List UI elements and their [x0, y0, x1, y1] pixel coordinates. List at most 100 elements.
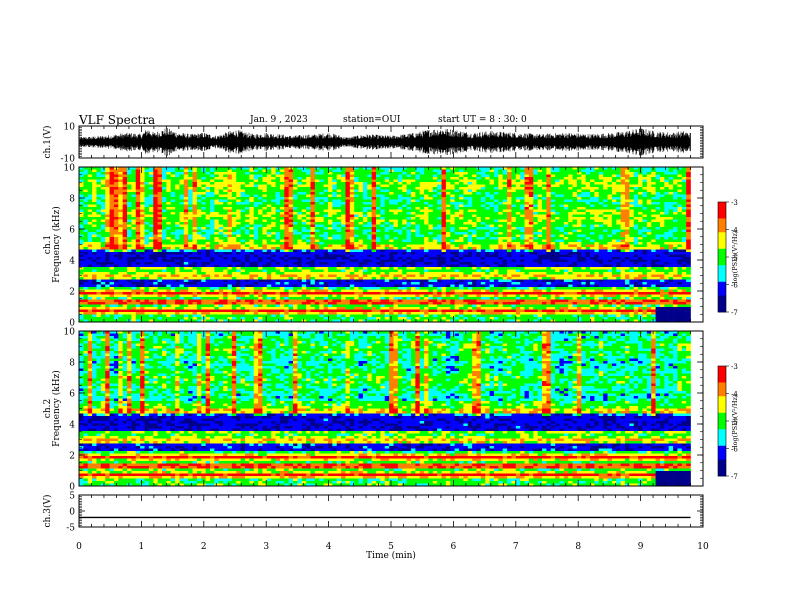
spectrogram-cell [153, 167, 158, 170]
spectrogram-cell [611, 249, 617, 253]
spectrogram-cell [179, 167, 185, 170]
spectrogram-cell [349, 229, 355, 233]
spectrogram-cell [175, 232, 180, 235]
spectrogram-cell [555, 249, 560, 253]
spectrogram-cell [428, 169, 434, 173]
spectrogram-cell [87, 249, 93, 253]
spectrogram-cell [371, 194, 377, 198]
spectrogram-cell [480, 239, 486, 243]
spectrogram-cell [371, 242, 377, 245]
spectrogram-cell [144, 169, 150, 173]
spectrogram-cell [677, 242, 683, 245]
spectrogram-cell [131, 214, 137, 218]
spectrogram-cell [655, 224, 661, 228]
spectrogram-cell [633, 194, 639, 198]
spectrogram-cell [472, 202, 477, 205]
spectrogram-cell [424, 192, 429, 195]
spectrogram-cell [655, 229, 661, 233]
spectrogram-cell [520, 212, 525, 215]
spectrogram-cell [594, 207, 600, 210]
spectrogram-cell [559, 189, 565, 193]
spectrogram-cell [244, 172, 250, 175]
spectrogram-cell [576, 202, 582, 205]
spectrogram-cell [293, 239, 298, 243]
spectrogram-cell [415, 184, 421, 188]
spectrogram-cell [231, 222, 237, 225]
spectrogram-cell [489, 182, 495, 185]
spectrogram-cell [528, 172, 534, 175]
spectrogram-cell [288, 202, 294, 205]
spectrogram-cell [555, 192, 560, 195]
spectrogram-cell [489, 239, 495, 243]
spectrogram-cell [629, 237, 635, 240]
spectrogram-cell [367, 219, 372, 223]
spectrogram-cell [244, 187, 250, 190]
spectrogram-cell [170, 209, 176, 213]
spectrogram-cell [227, 194, 233, 198]
spectrogram-cell [677, 177, 683, 180]
spectrogram-cell [480, 207, 486, 210]
spectrogram-cell [148, 207, 154, 210]
spectrogram-cell [253, 182, 259, 185]
spectrogram-cell [240, 242, 246, 245]
spectrogram-cell [520, 202, 525, 205]
spectrogram-cell [153, 199, 158, 203]
spectrogram-cell [498, 187, 503, 190]
spectrogram-cell [485, 197, 490, 200]
spectrogram-cell [301, 227, 307, 230]
spectrogram-cell [406, 227, 412, 230]
spectrogram-cell [463, 169, 469, 173]
spectrogram-cell [153, 219, 158, 223]
spectrogram-cell [306, 207, 311, 210]
spectrogram-cell [201, 189, 206, 193]
spectrogram-cell [192, 202, 198, 205]
spectrogram-cell [131, 189, 137, 193]
spectrogram-cell [297, 219, 303, 223]
spectrogram-cell [432, 167, 438, 170]
spectrogram-cell [555, 227, 560, 230]
spectrogram-cell [467, 207, 473, 210]
spectrogram-cell [668, 237, 674, 240]
spectrogram-cell [240, 177, 246, 180]
spectrogram-cell [175, 177, 180, 180]
spectrogram-cell [410, 197, 416, 200]
spectrogram-cell [598, 194, 604, 198]
spectrogram-cell [646, 189, 652, 193]
spectrogram-cell [96, 229, 102, 233]
spectrogram-cell [472, 182, 477, 185]
spectrogram-cell [480, 212, 486, 215]
spectrogram-cell [227, 209, 233, 213]
spectrogram-cell [336, 242, 342, 245]
spectrogram-cell [310, 232, 316, 235]
spectrogram-cell [555, 172, 560, 175]
spectrogram-cell [297, 224, 303, 228]
spectrogram-cell [92, 237, 97, 240]
spectrogram-cell [332, 167, 338, 170]
spectrogram-cell [144, 202, 150, 205]
spectrogram-cell [664, 202, 669, 205]
spectrogram-cell [376, 184, 381, 188]
spectrogram-cell [354, 172, 359, 175]
spectrogram-cell [485, 172, 490, 175]
spectrogram-cell [192, 192, 198, 195]
spectrogram-cell [205, 247, 211, 250]
spectrogram-cell [79, 187, 84, 190]
spectrogram-cell [511, 214, 517, 218]
spectrogram-cell [188, 237, 193, 240]
spectrogram-cell [293, 214, 298, 218]
spectrogram-cell [515, 237, 521, 240]
spectrogram-cell [642, 197, 648, 200]
spectrogram-cell [293, 244, 298, 248]
spectrogram-cell [507, 212, 512, 215]
spectrogram-cell [585, 249, 591, 253]
spectrogram-cell [476, 242, 482, 245]
spectrogram-cell [480, 174, 486, 178]
spectrogram-cell [223, 197, 228, 200]
spectrogram-cell [664, 219, 669, 223]
spectrogram-cell [668, 217, 674, 220]
spectrogram-cell [668, 192, 674, 195]
spectrogram-cell [92, 222, 97, 225]
spectrogram-cell [275, 217, 281, 220]
spectrogram-cell [472, 232, 477, 235]
spectrogram-cell [542, 222, 547, 225]
